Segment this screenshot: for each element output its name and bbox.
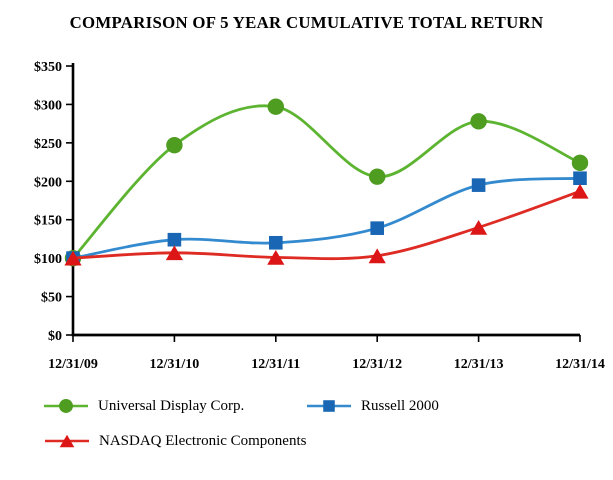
triangle-marker [571, 183, 589, 199]
legend-line-circle-icon [44, 399, 88, 413]
circle-marker [369, 168, 386, 185]
x-axis-tick-label: 12/31/09 [48, 357, 98, 372]
circle-marker [470, 113, 487, 130]
plot-area: $0 $50 $100 $150 $200 $250 $300 $350 12/31/09 12/… [34, 60, 605, 372]
legend-item-nasdaq-electronic-components: NASDAQ Electronic Components [44, 432, 306, 450]
square-marker [269, 235, 283, 250]
square-marker [573, 171, 587, 186]
x-axis-tick-label: 12/31/13 [454, 357, 504, 372]
x-axis-tick-label: 12/31/12 [352, 357, 402, 372]
triangle-marker [470, 220, 488, 235]
triangle-marker [165, 245, 183, 261]
y-axis-tick-label: $200 [34, 175, 62, 190]
circle-marker [59, 399, 73, 413]
y-axis-tick-label: $50 [41, 291, 62, 306]
series-line-square [71, 176, 582, 260]
y-axis-tick-label: $150 [34, 214, 62, 229]
square-marker [323, 400, 335, 412]
legend-label-universal-display-corp: Universal Display Corp. [98, 397, 245, 414]
y-axis-tick-label: $250 [34, 137, 62, 152]
triangle-marker [59, 434, 75, 448]
y-axis-tick-label: $100 [34, 252, 62, 267]
y-axis-tick-label: $300 [34, 98, 62, 113]
square-marker [167, 232, 182, 247]
square-marker [370, 221, 384, 235]
x-axis-tick-label: 12/31/11 [251, 357, 300, 372]
triangle-marker [64, 250, 82, 266]
x-axis-tick-label: 12/31/14 [555, 357, 605, 372]
legend-label-russell-2000: Russell 2000 [361, 397, 439, 414]
circle-marker [571, 154, 589, 172]
triangle-marker [368, 248, 386, 264]
chart-title: COMPARISON OF 5 YEAR CUMULATIVE TOTAL RE… [69, 13, 544, 32]
y-axis-tick-label: $350 [34, 60, 62, 75]
legend-line-square-icon [307, 400, 351, 412]
legend-line-triangle-icon [45, 434, 89, 448]
circle-marker [166, 136, 183, 154]
legend-label-nasdaq-electronic-components: NASDAQ Electronic Components [99, 432, 307, 449]
legend-item-universal-display-corp: Universal Display Corp. [43, 397, 244, 415]
triangle-marker [267, 249, 285, 265]
x-axis-tick-label: 12/31/10 [150, 357, 200, 372]
square-marker [471, 178, 486, 192]
y-axis-tick-label: $0 [48, 329, 62, 344]
series-line-triangle [71, 189, 582, 261]
circle-marker [267, 98, 284, 115]
legend-item-russell-2000: Russell 2000 [306, 397, 439, 415]
